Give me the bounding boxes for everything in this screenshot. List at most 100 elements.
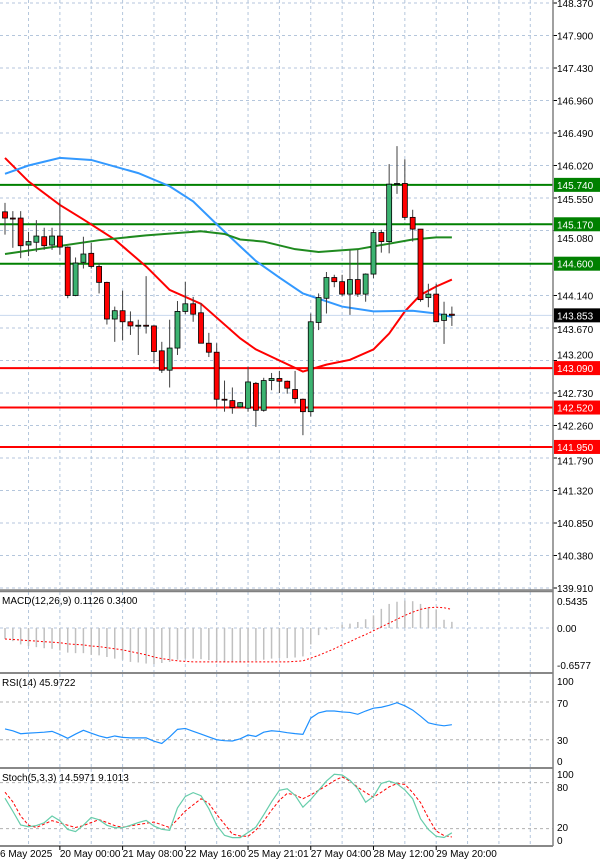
candle — [9, 211, 16, 248]
candle-body — [276, 378, 283, 382]
price-tick-label: 145.080 — [557, 234, 594, 245]
candle — [135, 319, 142, 355]
candle — [119, 290, 126, 341]
candle-body — [17, 217, 24, 247]
time-axis-label: 29 May 20:00 — [436, 849, 497, 860]
candle-body — [370, 232, 377, 275]
rsi-tick-label: 100 — [557, 677, 574, 688]
time-axis-label: 25 May 21:01 — [248, 849, 309, 860]
price-tick-label: 139.910 — [557, 584, 594, 595]
candle — [315, 293, 322, 331]
price-tick-label: 146.020 — [557, 162, 594, 173]
candle — [401, 159, 408, 221]
price-level-label-box — [554, 217, 600, 232]
candle-body — [33, 235, 40, 243]
candle-body — [386, 183, 393, 242]
stoch-tick-label: 100 — [557, 770, 574, 781]
candle — [17, 211, 24, 259]
rsi-line — [4, 702, 452, 745]
candle — [245, 366, 251, 412]
candle — [268, 372, 275, 391]
candlesticks — [2, 146, 455, 436]
candle — [213, 343, 220, 407]
candle-body — [401, 183, 408, 218]
candle-body — [284, 380, 291, 389]
candle — [378, 229, 385, 253]
candle — [409, 209, 416, 242]
candle — [33, 220, 40, 252]
candle — [96, 263, 102, 294]
price-level-label: 145.170 — [557, 220, 594, 231]
price-tick-label: 140.850 — [557, 519, 594, 530]
candle — [198, 303, 204, 344]
candle — [237, 401, 244, 409]
candle-body — [111, 310, 118, 320]
candle — [448, 306, 455, 326]
candle-body — [433, 293, 440, 323]
candle — [127, 311, 134, 335]
candle-body — [347, 279, 353, 295]
candle — [331, 274, 338, 288]
price-tick-label: 140.380 — [557, 552, 594, 563]
candle — [425, 283, 432, 308]
candle — [300, 398, 306, 436]
candle — [221, 380, 228, 412]
candle-body — [425, 293, 432, 298]
macd-tick-label: 0.5435 — [557, 597, 588, 608]
candle-body — [198, 312, 204, 344]
price-tick-label: 141.790 — [557, 457, 594, 468]
candle-body — [72, 262, 79, 296]
rsi-tick-label: 70 — [557, 699, 569, 710]
candle-body — [237, 402, 244, 408]
rsi-tick-label: 30 — [557, 736, 569, 747]
candle-body — [339, 281, 346, 295]
macd-tick-label: 0.00 — [557, 624, 577, 635]
price-tick-label: 143.200 — [557, 351, 594, 362]
candle-body — [331, 277, 338, 283]
candle — [394, 146, 400, 194]
candle-body — [300, 398, 306, 413]
price-level-label: 141.950 — [557, 443, 594, 454]
candle-body — [158, 350, 165, 371]
candle-body — [441, 313, 447, 321]
candle-body — [2, 211, 8, 219]
candle-body — [252, 382, 259, 411]
rsi-tick-label: 0 — [557, 757, 563, 768]
candle — [339, 274, 346, 297]
moving-average-line — [4, 230, 452, 256]
candle-body — [448, 313, 455, 316]
candle — [284, 380, 291, 394]
price-level-label: 144.600 — [557, 260, 594, 271]
candle-body — [127, 321, 134, 327]
candle — [182, 281, 189, 315]
candle — [252, 381, 259, 427]
candle — [260, 377, 267, 412]
price-level-label-box — [554, 439, 600, 454]
candle-body — [190, 303, 197, 315]
candle-body — [205, 342, 212, 353]
candle-body — [9, 217, 16, 220]
candle — [190, 296, 197, 322]
candle-body — [135, 324, 142, 327]
candle — [158, 341, 165, 373]
candle-body — [221, 398, 228, 401]
candle-body — [362, 273, 369, 295]
candle — [104, 281, 110, 325]
candle — [347, 249, 353, 315]
candle — [56, 199, 63, 255]
price-tick-label: 145.550 — [557, 195, 594, 206]
candle-body — [88, 252, 95, 267]
price-tick-label: 142.260 — [557, 422, 594, 433]
candle — [111, 306, 118, 342]
candle — [88, 242, 95, 269]
candle — [276, 370, 283, 394]
candle-body — [56, 235, 63, 248]
candle — [174, 301, 181, 355]
candle — [64, 246, 71, 299]
moving-average-line — [4, 156, 453, 318]
grid-layer — [0, 0, 553, 846]
stoch-title: Stoch(5,3,3) 14.5971 9.1013 — [2, 773, 129, 784]
candle — [307, 313, 314, 417]
